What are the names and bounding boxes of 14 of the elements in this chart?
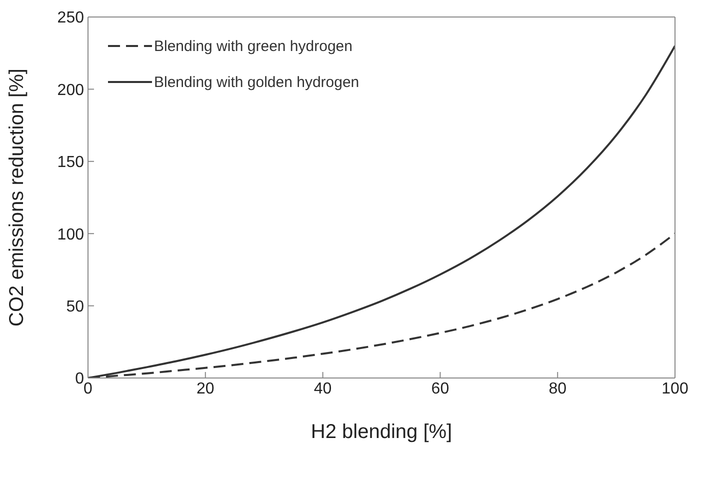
legend-label: Blending with golden hydrogen bbox=[154, 74, 360, 90]
x-tick-label: 100 bbox=[662, 380, 688, 398]
y-tick-label: 200 bbox=[57, 82, 84, 99]
y-tick-label: 150 bbox=[57, 154, 84, 172]
x-tick-label: 60 bbox=[431, 380, 450, 398]
y-axis-title: CO2 emissions reduction [%] bbox=[6, 68, 28, 326]
x-tick-label: 20 bbox=[196, 380, 214, 398]
legend-label: Blending with green hydrogen bbox=[154, 38, 352, 54]
x-axis-title: H2 blending [%] bbox=[310, 421, 452, 443]
y-tick-label: 50 bbox=[66, 298, 84, 316]
x-tick-label: 40 bbox=[314, 380, 332, 398]
y-tick-label: 100 bbox=[57, 226, 84, 244]
x-tick-label: 80 bbox=[548, 380, 567, 398]
y-tick-label: 250 bbox=[57, 10, 84, 27]
